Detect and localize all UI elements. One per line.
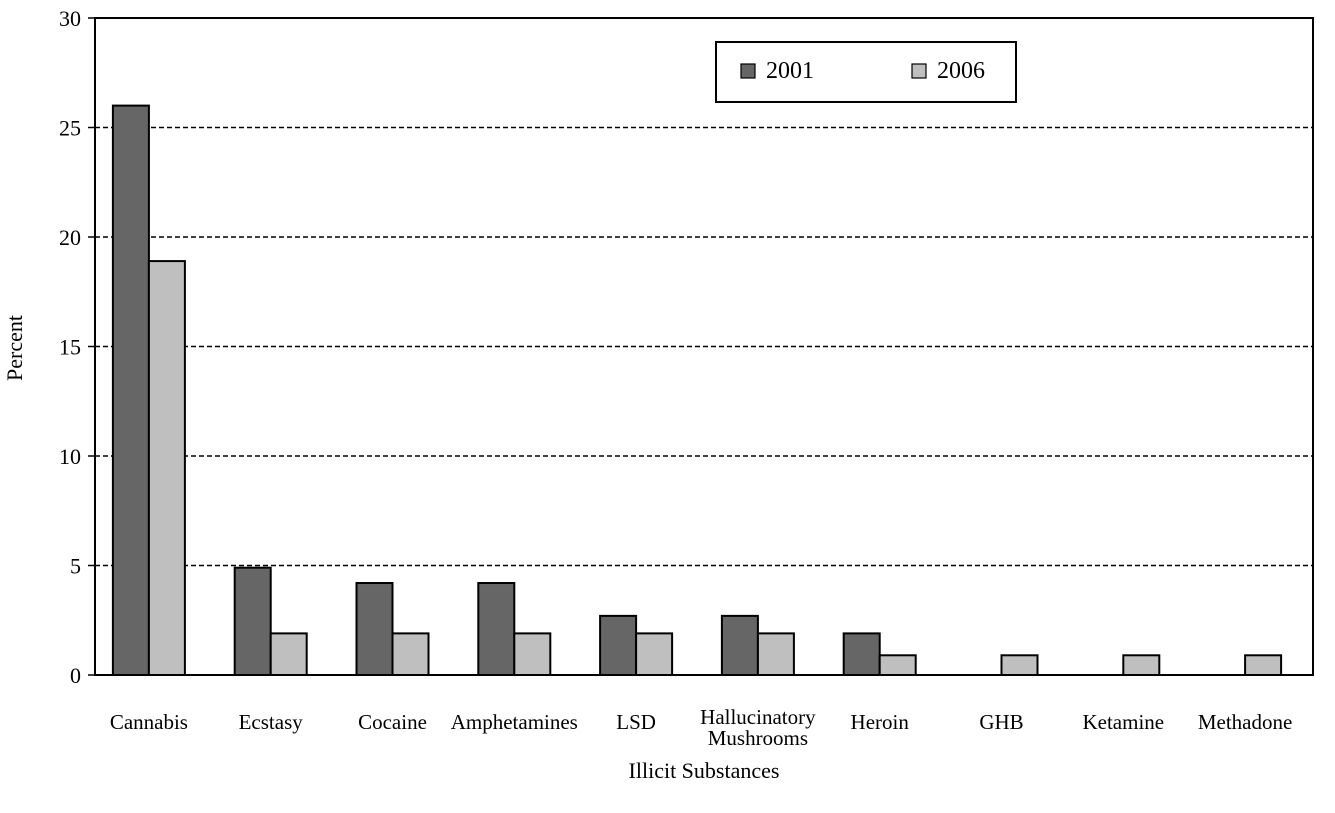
bar-2006-lsd xyxy=(635,632,674,677)
y-tick-label: 10 xyxy=(59,444,81,469)
bar-2001-cannabis xyxy=(111,104,150,677)
legend: 2001 2006 xyxy=(715,41,1017,103)
x-axis-tick-labels: Cannabis Ecstasy Cocaine Amphetamines LSD Hal… xyxy=(110,705,1293,750)
bar-2001-hallucinatory-mushrooms xyxy=(720,614,759,676)
y-axis-ticks: 0 5 10 15 20 25 30 xyxy=(59,6,95,688)
y-tick-label: 20 xyxy=(59,225,81,250)
x-tick-label: LSD xyxy=(616,710,656,734)
bar-2006-cannabis xyxy=(147,260,186,676)
bar-2006-heroin xyxy=(878,654,917,676)
legend-label-2001: 2001 xyxy=(766,58,814,84)
bars xyxy=(111,104,1283,677)
bar-2006-methadone xyxy=(1244,654,1283,676)
bar-2006-ketamine xyxy=(1122,654,1161,676)
bar-2001-heroin xyxy=(842,632,881,677)
x-tick-label: Cannabis xyxy=(110,710,188,734)
x-axis-label: Illicit Substances xyxy=(629,758,780,783)
x-tick-label: Ecstasy xyxy=(239,710,304,734)
x-tick-label: Cocaine xyxy=(358,710,427,734)
y-tick-label: 25 xyxy=(59,116,81,141)
y-axis-label: Percent xyxy=(2,315,27,381)
bar-2006-cocaine xyxy=(391,632,430,677)
x-tick-label: GHB xyxy=(979,710,1023,734)
bar-2006-hallucinatory-mushrooms xyxy=(756,632,795,677)
bar-2006-ecstasy xyxy=(269,632,308,677)
legend-swatch-2001 xyxy=(740,63,756,79)
plot-frame xyxy=(94,17,1314,676)
legend-swatch-2006 xyxy=(911,63,927,79)
legend-label-2006: 2006 xyxy=(937,58,985,84)
gridlines xyxy=(95,126,1313,567)
bar-2001-lsd xyxy=(599,614,638,676)
y-tick-label: 0 xyxy=(70,663,81,688)
x-tick-label: Heroin xyxy=(851,710,910,734)
x-tick-label: Methadone xyxy=(1198,710,1292,734)
bar-2001-cocaine xyxy=(355,582,394,677)
y-tick-label: 30 xyxy=(59,6,81,31)
y-tick-label: 5 xyxy=(70,554,81,579)
x-tick-label: Ketamine xyxy=(1082,710,1164,734)
legend-box xyxy=(715,41,1017,103)
x-tick-label: Mushrooms xyxy=(708,726,808,750)
x-tick-label: Hallucinatory xyxy=(700,705,816,729)
bar-2001-ecstasy xyxy=(233,566,272,676)
bar-2006-amphetamines xyxy=(513,632,552,677)
bar-2006-ghb xyxy=(1000,654,1039,676)
x-tick-label: Amphetamines xyxy=(451,710,578,734)
y-tick-label: 15 xyxy=(59,335,81,360)
bar-2001-amphetamines xyxy=(477,582,516,677)
